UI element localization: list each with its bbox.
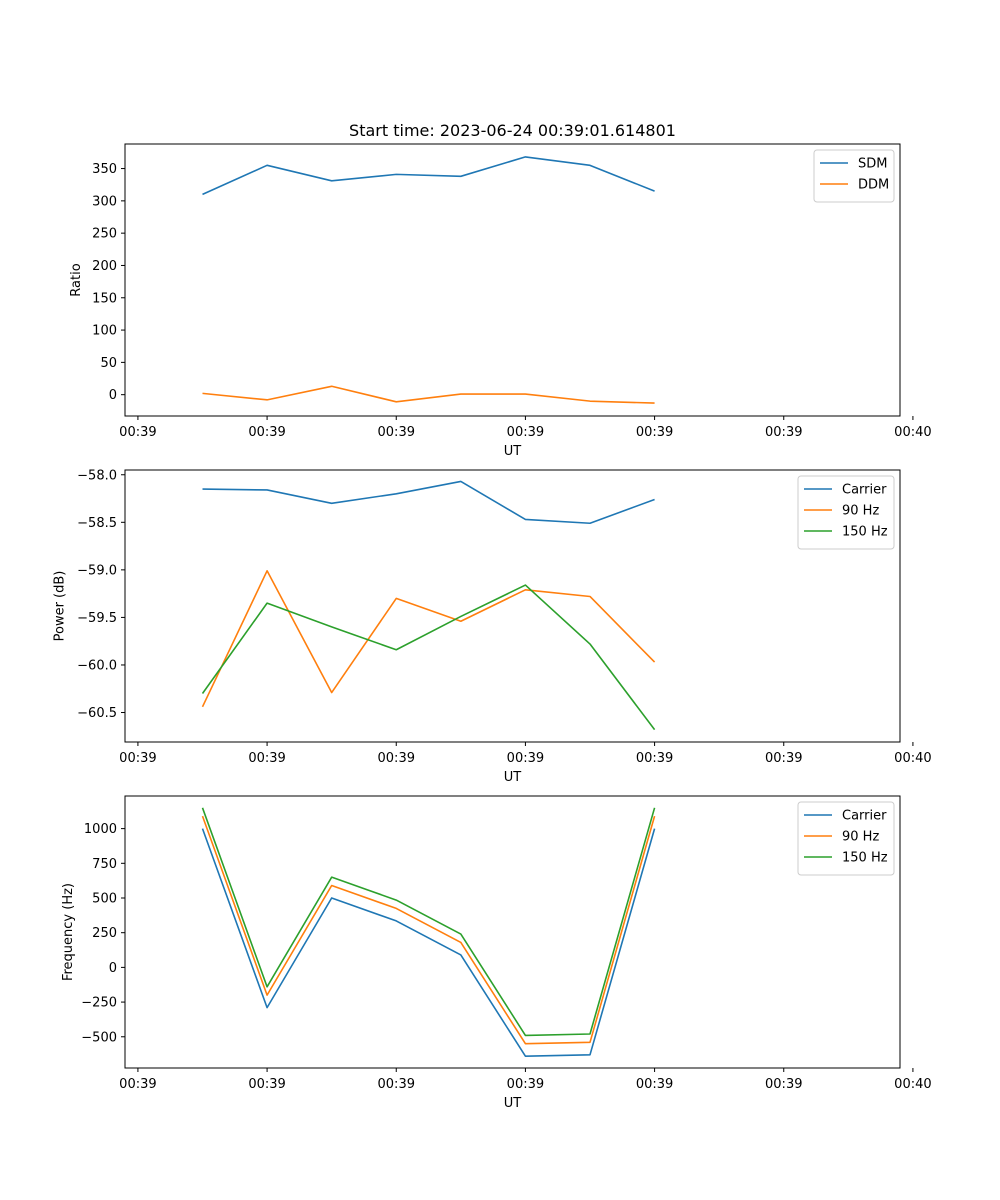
legend-label-2-2: 90 Hz: [842, 504, 879, 519]
plot-frame-2: [124, 469, 901, 743]
x-tick-label-1-3: 00:39: [378, 425, 415, 440]
series-line-2-1: [202, 480, 655, 525]
x-tick-label-2-3: 00:39: [378, 751, 415, 766]
series-line-3-2: [201, 815, 656, 1045]
legend-label-3-2: 90 Hz: [842, 830, 879, 845]
y-tick-label-1-8: 350: [92, 162, 117, 177]
y-tick-label-2-3: −59.5: [77, 611, 117, 626]
legend-3: Carrier 90 Hz 150 Hz: [797, 801, 895, 876]
y-tick-label-3-5: 500: [92, 892, 117, 907]
x-tick-label-3-2: 00:39: [248, 1077, 285, 1092]
x-tick-label-3-1: 00:39: [119, 1077, 156, 1092]
x-tick-label-3-7: 00:40: [894, 1077, 931, 1092]
y-tick-label-1-7: 300: [92, 194, 117, 209]
legend-2: Carrier 90 Hz 150 Hz: [797, 475, 895, 550]
x-tick-label-1-1: 00:39: [119, 425, 156, 440]
x-tick-label-1-5: 00:39: [636, 425, 673, 440]
series-line-3-1: [201, 828, 656, 1057]
series-line-1-1: [202, 156, 655, 196]
panel-1: 00:39 00:39 00:39 00:39 00:39 00:39 00:40 0 50 10…: [69, 143, 932, 459]
series-line-2-2: [201, 570, 656, 708]
y-tick-label-3-4: 250: [92, 926, 117, 941]
series-line-2-3: [201, 584, 656, 731]
legend-1: SDM DDM: [813, 149, 895, 203]
panel-3: 00:39 00:39 00:39 00:39 00:39 00:39 00:40 −500 −…: [61, 795, 932, 1111]
x-tick-label-2-2: 00:39: [248, 751, 285, 766]
y-tick-label-1-3: 100: [92, 324, 117, 339]
y-tick-label-3-2: −250: [81, 996, 117, 1011]
y-tick-label-1-4: 150: [92, 291, 117, 306]
y-tick-label-1-5: 200: [92, 259, 117, 274]
chart-title: Start time: 2023-06-24 00:39:01.614801: [349, 121, 676, 140]
y-tick-label-3-3: 0: [109, 961, 117, 976]
series-line-3-3: [201, 807, 656, 1037]
plot-frame-1: [124, 143, 901, 417]
y-axis-label-3: Frequency (Hz): [61, 883, 76, 981]
x-tick-label-3-3: 00:39: [378, 1077, 415, 1092]
y-tick-label-2-5: −58.5: [77, 516, 117, 531]
y-tick-label-2-1: −60.5: [77, 706, 117, 721]
x-tick-label-2-7: 00:40: [894, 751, 931, 766]
x-tick-label-2-1: 00:39: [119, 751, 156, 766]
legend-label-1-2: DDM: [858, 178, 889, 193]
y-tick-label-1-2: 50: [100, 356, 117, 371]
x-tick-label-1-4: 00:39: [507, 425, 544, 440]
x-tick-label-1-6: 00:39: [765, 425, 802, 440]
x-tick-label-3-4: 00:39: [507, 1077, 544, 1092]
x-tick-label-3-6: 00:39: [765, 1077, 802, 1092]
y-axis-label-1: Ratio: [69, 263, 84, 296]
x-axis-label-2: UT: [504, 770, 522, 785]
x-tick-label-2-4: 00:39: [507, 751, 544, 766]
series-line-1-2: [202, 385, 655, 404]
y-tick-label-1-6: 250: [92, 227, 117, 242]
y-tick-label-2-4: −59.0: [77, 563, 117, 578]
x-axis-label-3: UT: [504, 1096, 522, 1111]
panel-2: 00:39 00:39 00:39 00:39 00:39 00:39 00:40 −60.5…: [53, 468, 932, 785]
legend-label-3-3: 150 Hz: [842, 851, 888, 866]
x-tick-label-1-7: 00:40: [894, 425, 931, 440]
legend-label-3-1: Carrier: [842, 809, 887, 824]
x-tick-label-3-5: 00:39: [636, 1077, 673, 1092]
y-tick-label-1-1: 0: [109, 388, 117, 403]
plot-frame-3: [124, 795, 901, 1069]
y-tick-label-2-6: −58.0: [77, 468, 117, 483]
y-axis-label-2: Power (dB): [53, 571, 68, 642]
y-tick-label-3-6: 750: [92, 857, 117, 872]
y-tick-label-3-1: −500: [81, 1030, 117, 1045]
x-tick-label-1-2: 00:39: [248, 425, 285, 440]
legend-label-2-3: 150 Hz: [842, 525, 888, 540]
legend-label-2-1: Carrier: [842, 483, 887, 498]
x-tick-label-2-5: 00:39: [636, 751, 673, 766]
legend-label-1-1: SDM: [858, 157, 887, 172]
x-tick-label-2-6: 00:39: [765, 751, 802, 766]
x-axis-label-1: UT: [504, 444, 522, 459]
y-tick-label-2-2: −60.0: [77, 658, 117, 673]
y-tick-label-3-7: 1000: [84, 822, 117, 837]
